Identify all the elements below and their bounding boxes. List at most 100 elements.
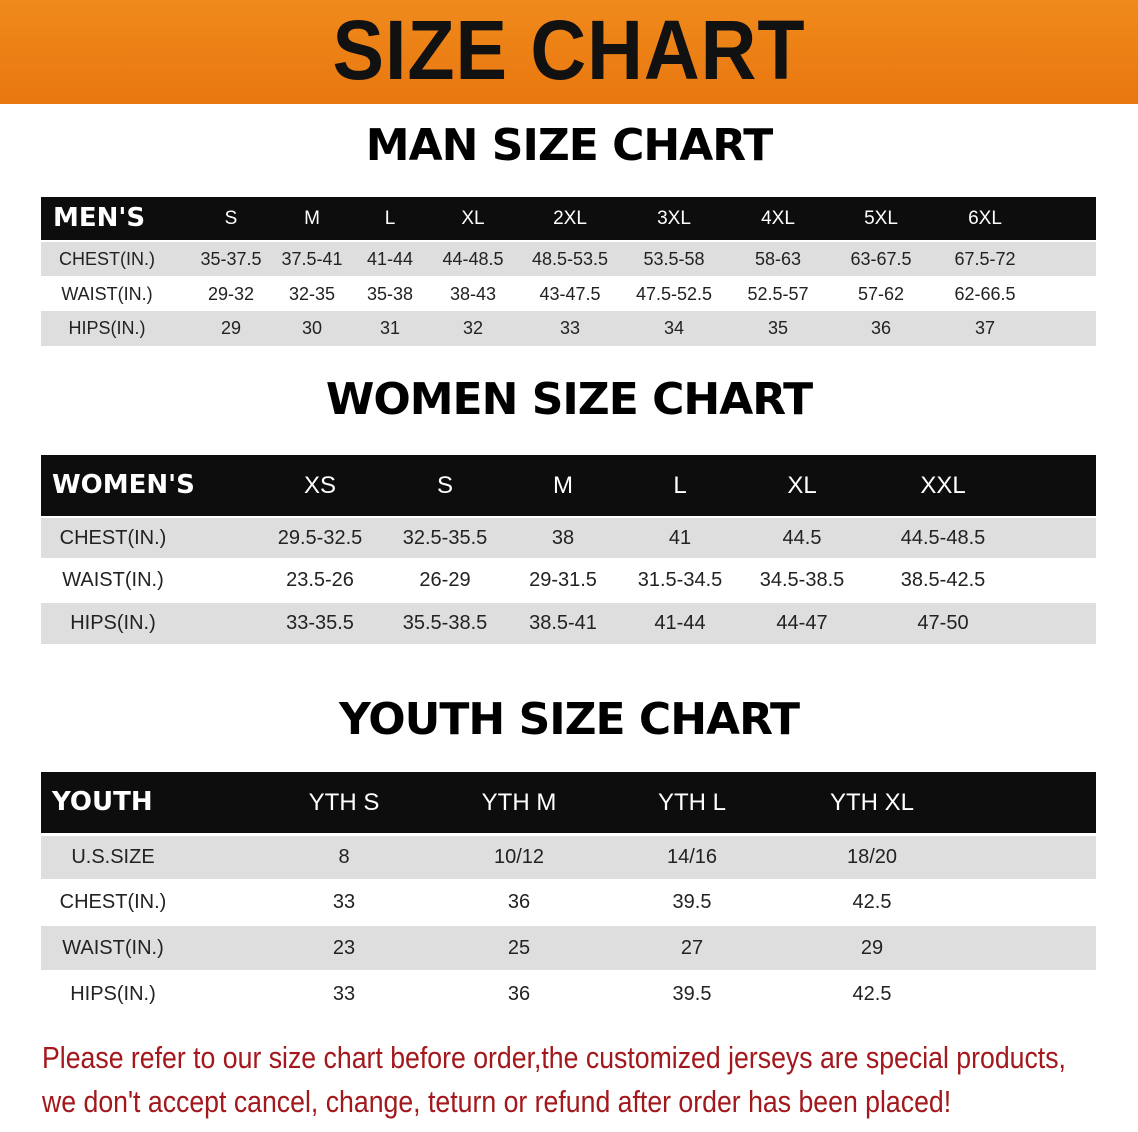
- measurement-value: 30: [301, 318, 323, 338]
- measurement-value: 38-43: [449, 284, 497, 304]
- measurement-value: 44.5-48.5: [900, 527, 986, 549]
- size-column-header: YTH S: [308, 789, 380, 816]
- women-section-title: WOMEN SIZE CHART: [325, 374, 813, 425]
- measurement-row: CHEST(IN.) 35-37.5 37.5-41 41-44 44-48.5 48.5…: [41, 242, 1096, 276]
- measurement-value: 10/12: [493, 846, 545, 868]
- measurement-value: 29-31.5: [529, 569, 597, 591]
- measurement-value: 38: [551, 527, 575, 549]
- measurement-value: 34: [663, 318, 685, 338]
- measurement-value: 32-35: [288, 284, 336, 304]
- measurement-value: 35.5-38.5: [402, 612, 488, 634]
- measurement-value: 33: [332, 891, 356, 913]
- measurement-label: CHEST(IN.): [59, 249, 155, 269]
- measurement-value: 62-66.5: [954, 284, 1016, 304]
- measurement-value: 23: [332, 937, 356, 959]
- measurement-label: HIPS(IN.): [70, 612, 156, 634]
- measurement-value: 29-32: [207, 284, 255, 304]
- measurement-row: CHEST(IN.) 29.5-32.5 32.5-35.5 38 41 44.5 44.5…: [41, 518, 1096, 558]
- youth-header-label: YOUTH: [52, 787, 153, 817]
- measurement-value: 38.5-41: [529, 612, 597, 634]
- men-size-table: MEN'S S M L XL 2XL 3XL 4XL 5XL 6XL CHEST(IN.) 35-37…: [41, 197, 1096, 346]
- size-column-header: M: [304, 208, 320, 229]
- measurement-value: 35: [767, 318, 789, 338]
- measurement-value: 37: [974, 318, 996, 338]
- measurement-value: 39.5: [672, 891, 712, 913]
- measurement-value: 36: [507, 891, 531, 913]
- measurement-value: 29.5-32.5: [277, 527, 363, 549]
- measurement-value: 58-63: [754, 249, 802, 269]
- measurement-value: 23.5-26: [286, 569, 354, 591]
- measurement-value: 33: [332, 983, 356, 1005]
- size-column-header: 4XL: [761, 208, 795, 229]
- size-column-header: L: [384, 208, 396, 229]
- size-chart-banner: SIZE CHART: [0, 0, 1138, 104]
- size-column-header: YTH M: [481, 789, 557, 816]
- measurement-label: HIPS(IN.): [70, 983, 156, 1005]
- size-column-header: XS: [303, 472, 336, 499]
- measurement-row: CHEST(IN.) 33 36 39.5 42.5: [41, 880, 1096, 925]
- measurement-row: HIPS(IN.) 33-35.5 35.5-38.5 38.5-41 41-44 44-…: [41, 603, 1096, 644]
- measurement-value: 42.5: [852, 983, 892, 1005]
- measurement-label: HIPS(IN.): [68, 318, 146, 338]
- measurement-value: 38.5-42.5: [900, 569, 986, 591]
- men-section-title: MAN SIZE CHART: [365, 120, 773, 171]
- measurement-value: 47-50: [917, 612, 969, 634]
- measurement-value: 14/16: [666, 846, 718, 868]
- measurement-row: HIPS(IN.) 33 36 39.5 42.5: [41, 972, 1096, 1017]
- measurement-value: 36: [507, 983, 531, 1005]
- measurement-value: 29: [220, 318, 242, 338]
- size-column-header: XXL: [920, 472, 966, 499]
- measurement-value: 63-67.5: [850, 249, 912, 269]
- measurement-value: 31.5-34.5: [637, 569, 723, 591]
- banner-title: SIZE CHART: [332, 3, 806, 97]
- measurement-value: 48.5-53.5: [531, 249, 609, 269]
- measurement-label: WAIST(IN.): [61, 284, 153, 304]
- size-column-header: YTH L: [657, 789, 726, 816]
- measurement-value: 44.5: [782, 527, 822, 549]
- size-column-header: 2XL: [553, 208, 587, 229]
- measurement-row: HIPS(IN.) 29 30 31 32 33 34 35 36 37: [41, 311, 1096, 346]
- size-column-header: L: [673, 472, 687, 499]
- measurement-value: 8: [338, 846, 350, 868]
- size-column-header: YTH XL: [829, 789, 915, 816]
- measurement-value: 34.5-38.5: [759, 569, 845, 591]
- size-column-header: 3XL: [657, 208, 691, 229]
- measurement-value: 35-37.5: [200, 249, 262, 269]
- measurement-row: WAIST(IN.) 29-32 32-35 35-38 38-43 43-47.5 47.…: [41, 277, 1096, 311]
- measurement-value: 67.5-72: [954, 249, 1016, 269]
- measurement-value: 25: [507, 937, 531, 959]
- measurement-value: 57-62: [857, 284, 905, 304]
- measurement-value: 41: [668, 527, 692, 549]
- measurement-value: 47.5-52.5: [635, 284, 713, 304]
- measurement-value: 39.5: [672, 983, 712, 1005]
- measurement-row: WAIST(IN.) 23.5-26 26-29 29-31.5 31.5-34.5 34…: [41, 560, 1096, 601]
- measurement-value: 18/20: [846, 846, 898, 868]
- measurement-value: 44-47: [776, 612, 828, 634]
- measurement-value: 41-44: [366, 249, 414, 269]
- measurement-value: 37.5-41: [281, 249, 343, 269]
- measurement-row: WAIST(IN.) 23 25 27 29: [41, 926, 1096, 970]
- measurement-label: U.S.SIZE: [71, 846, 155, 868]
- size-column-header: S: [224, 208, 238, 229]
- women-size-table: WOMEN'S XS S M L XL XXL CHEST(IN.) 29.5-32.5 32.5…: [41, 455, 1096, 645]
- measurement-value: 44-48.5: [442, 249, 504, 269]
- women-header-row: WOMEN'S XS S M L XL XXL: [41, 455, 1096, 516]
- notice-line-2: we don't accept cancel, change, teturn o…: [42, 1084, 952, 1119]
- measurement-value: 27: [680, 937, 704, 959]
- size-column-header: 5XL: [864, 208, 898, 229]
- measurement-label: CHEST(IN.): [59, 527, 167, 549]
- measurement-value: 43-47.5: [539, 284, 601, 304]
- measurement-value: 29: [860, 937, 884, 959]
- women-header-label: WOMEN'S: [52, 470, 195, 500]
- size-column-header: S: [436, 472, 453, 499]
- measurement-value: 35-38: [366, 284, 414, 304]
- measurement-label: WAIST(IN.): [62, 937, 164, 959]
- men-header-label: MEN'S: [53, 203, 146, 233]
- measurement-label: CHEST(IN.): [59, 891, 167, 913]
- notice-line-1: Please refer to our size chart before or…: [42, 1040, 1066, 1075]
- measurement-value: 32.5-35.5: [402, 527, 488, 549]
- measurement-value: 33-35.5: [286, 612, 354, 634]
- measurement-value: 32: [462, 318, 484, 338]
- measurement-value: 53.5-58: [643, 249, 705, 269]
- measurement-row: U.S.SIZE 8 10/12 14/16 18/20: [41, 836, 1096, 879]
